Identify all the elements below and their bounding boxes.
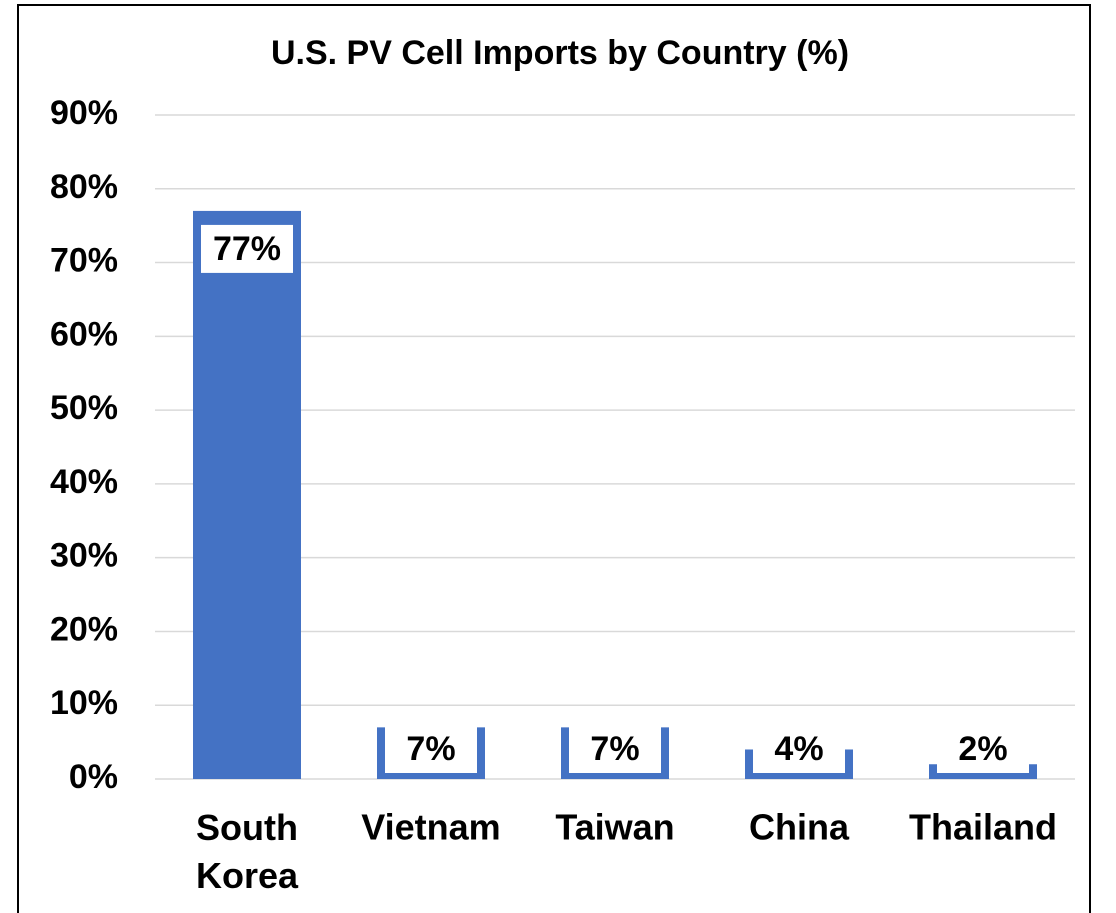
y-tick-label: 90%	[50, 94, 118, 132]
data-label: 4%	[774, 730, 823, 768]
bar	[193, 210, 301, 779]
x-tick-label: Vietnam	[361, 807, 500, 848]
y-tick-label: 0%	[69, 758, 118, 796]
y-tick-label: 80%	[50, 168, 118, 206]
x-tick-label: Thailand	[909, 807, 1057, 848]
chart-title: U.S. PV Cell Imports by Country (%)	[271, 34, 849, 72]
y-tick-label: 50%	[50, 389, 118, 427]
x-tick-label: China	[749, 807, 850, 848]
data-label: 77%	[213, 230, 281, 268]
data-label-box	[753, 725, 845, 773]
y-tick-label: 10%	[50, 684, 118, 722]
data-label: 2%	[958, 730, 1007, 768]
y-tick-label: 60%	[50, 315, 118, 353]
data-label-box	[937, 725, 1029, 773]
y-tick-label: 30%	[50, 537, 118, 575]
data-label-box	[385, 725, 477, 773]
y-tick-label: 70%	[50, 242, 118, 280]
x-tick-label: Taiwan	[555, 807, 674, 848]
data-label: 7%	[590, 730, 639, 768]
y-tick-label: 40%	[50, 463, 118, 501]
data-label-box	[569, 725, 661, 773]
x-tick-label: South Korea	[196, 807, 299, 896]
data-label-box	[201, 224, 293, 273]
y-tick-label: 20%	[50, 610, 118, 648]
data-label: 7%	[406, 730, 455, 768]
